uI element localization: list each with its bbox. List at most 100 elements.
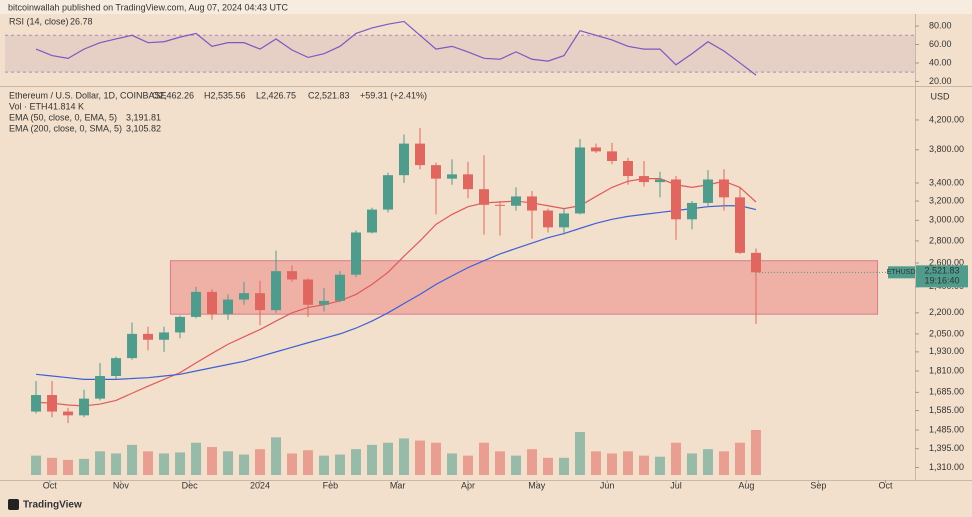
candle-body <box>718 179 729 198</box>
candle-body <box>686 202 697 220</box>
volume-bar <box>510 455 521 475</box>
y-tick-label: 2,800.00 <box>929 235 964 245</box>
rsi-tick-label: 20.00 <box>929 76 952 86</box>
volume-bar <box>702 449 713 475</box>
ohlc-label: C2,521.83 <box>308 90 350 100</box>
volume-bar <box>287 453 298 475</box>
candle-body <box>175 316 186 333</box>
candle-body <box>271 271 282 311</box>
candle-body <box>159 332 170 340</box>
volume-bar <box>63 459 74 475</box>
volume-bar <box>718 451 729 475</box>
volume-bar <box>638 455 649 475</box>
candle-body <box>63 411 74 416</box>
legend-name: EMA (50, close, 0, EMA, 5) <box>9 112 117 122</box>
candle-body <box>367 209 378 233</box>
volume-bar <box>303 450 314 475</box>
candle-body <box>111 358 122 377</box>
volume-bar <box>207 447 218 475</box>
volume-bar <box>750 430 761 475</box>
volume-bar <box>111 453 122 475</box>
candle-body <box>95 376 106 399</box>
ohlc-label: O2,462.26 <box>152 90 194 100</box>
candle-body <box>431 165 442 179</box>
x-tick-label: Nov <box>113 480 130 490</box>
y-tick-label: 3,000.00 <box>929 215 964 225</box>
candle-body <box>606 151 617 162</box>
candle-body <box>638 176 649 183</box>
symbol-tag <box>888 266 915 279</box>
y-tick-label: 3,400.00 <box>929 177 964 187</box>
volume-bar <box>351 449 362 475</box>
candle-body <box>335 274 346 301</box>
x-tick-label: Apr <box>461 480 475 490</box>
volume-bar <box>271 437 282 475</box>
candle-body <box>319 300 330 305</box>
currency: USD <box>930 91 950 101</box>
x-tick-label: Dec <box>182 480 199 490</box>
volume-bar <box>367 444 378 475</box>
x-tick-label: Aug <box>738 480 754 490</box>
volume-bar <box>686 453 697 475</box>
candle-body <box>750 252 761 273</box>
countdown: 19:16:40 <box>924 276 959 286</box>
legend-value: 3,105.82 <box>126 123 161 133</box>
x-tick-label: Oct <box>43 480 58 490</box>
volume-bar <box>223 451 234 475</box>
y-tick-label: 4,200.00 <box>929 114 964 124</box>
volume-bar <box>175 452 186 475</box>
x-tick-label: Mar <box>390 480 406 490</box>
volume-bar <box>590 451 601 475</box>
candle-body <box>526 196 537 211</box>
volume-bar <box>191 442 202 475</box>
y-tick-label: 1,485.00 <box>929 424 964 434</box>
rsi-line <box>35 20 757 76</box>
candle-body <box>447 174 458 179</box>
legend-name: EMA (200, close, 0, SMA, 5) <box>9 123 122 133</box>
candle-body <box>191 291 202 317</box>
y-tick-label: 3,200.00 <box>929 195 964 205</box>
volume-bar <box>462 455 473 475</box>
x-tick-label: Jul <box>670 480 682 490</box>
brand-logo <box>8 499 19 510</box>
candle-body <box>127 333 138 359</box>
ma-line <box>35 205 757 380</box>
volume-bar <box>383 442 394 475</box>
volume-bar <box>558 457 569 475</box>
volume-bar <box>159 453 170 475</box>
price-tag <box>916 265 968 288</box>
candle-body <box>287 271 298 280</box>
rsi-band <box>5 35 915 73</box>
candle-body <box>399 143 410 176</box>
volume-bar <box>734 442 745 475</box>
volume-bar <box>399 438 410 475</box>
volume-bar <box>478 442 489 475</box>
publisher: bitcoinwallah published on TradingView.c… <box>8 2 289 12</box>
rsi-tick-label: 60.00 <box>929 39 952 49</box>
y-tick-label: 1,685.00 <box>929 387 964 397</box>
candle-body <box>622 161 633 177</box>
volume-bar <box>415 440 426 475</box>
last-price: 2,521.83 <box>924 266 959 276</box>
candle-body <box>79 398 90 416</box>
y-tick-label: 1,395.00 <box>929 443 964 453</box>
candle-body <box>223 299 234 315</box>
volume-bar <box>239 454 250 475</box>
volume-bar <box>494 451 505 475</box>
ohlc-label: L2,426.75 <box>256 90 296 100</box>
candle-body <box>702 179 713 203</box>
candle-body <box>303 279 314 305</box>
x-tick-label: 2024 <box>250 480 270 490</box>
legend-value: 3,191.81 <box>126 112 161 122</box>
candle-body <box>462 174 473 190</box>
candle-body <box>239 293 250 300</box>
volume-bar <box>670 442 681 475</box>
header-bar <box>0 0 972 14</box>
y-tick-label: 1,310.00 <box>929 462 964 472</box>
volume-bar <box>526 449 537 475</box>
volume-bar <box>654 456 665 475</box>
candle-body <box>574 147 585 214</box>
candle-body <box>31 395 42 412</box>
volume-value: 41.814 K <box>48 101 84 111</box>
